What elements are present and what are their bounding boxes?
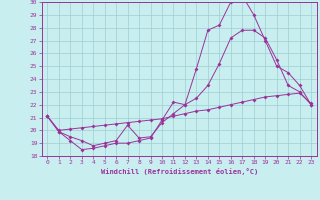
X-axis label: Windchill (Refroidissement éolien,°C): Windchill (Refroidissement éolien,°C): [100, 168, 258, 175]
